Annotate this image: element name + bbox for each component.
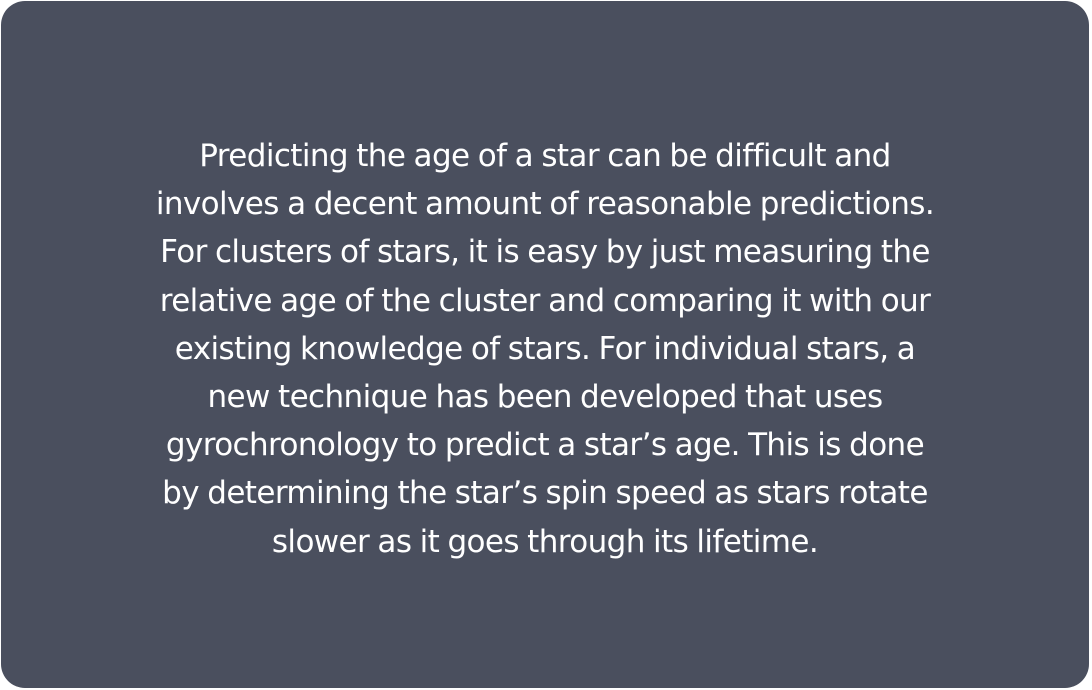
paragraph-line: involves a decent amount of reasonable p… xyxy=(155,186,935,223)
paragraph-line: slower as it goes through its lifetime. xyxy=(271,523,819,560)
paragraph-line: Predicting the age of a star can be diff… xyxy=(199,138,891,174)
paragraph-line: gyrochronology to predict a star’s age. … xyxy=(165,427,925,464)
paragraph-line: relative age of the cluster and comparin… xyxy=(159,282,931,319)
paragraph-line: by determining the star’s spin speed as … xyxy=(162,475,928,512)
paragraph-line: existing knowledge of stars. For individ… xyxy=(174,330,916,367)
paragraph-line: new technique has been developed that us… xyxy=(207,379,884,416)
card-paragraph: Predicting the age of a star can be diff… xyxy=(1,132,1089,566)
paragraph-line: For clusters of stars, it is easy by jus… xyxy=(160,234,930,271)
